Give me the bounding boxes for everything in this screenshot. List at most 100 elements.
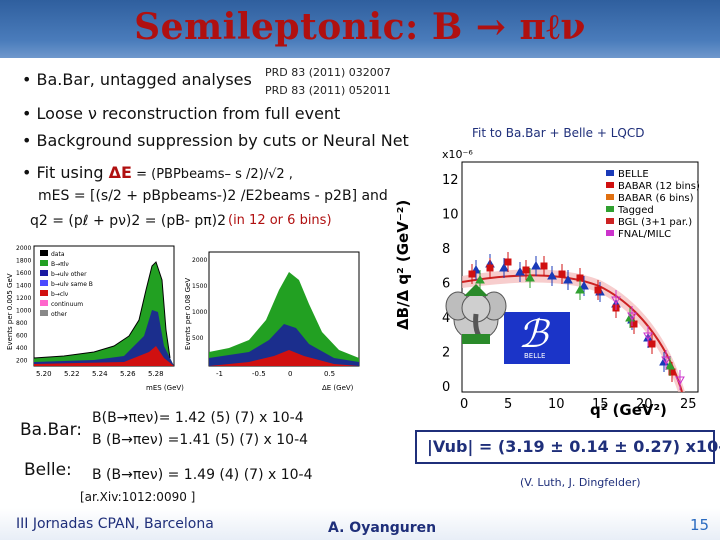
hist1-blue-fill: [34, 310, 174, 366]
dbdq2-point: [475, 274, 485, 284]
babar-label: Ba.Bar:: [20, 420, 82, 440]
dbdq2-legend-label: BELLE: [618, 169, 649, 180]
dbdq2-ytick: 4: [442, 311, 450, 326]
hist2-xlabel: ΔE (GeV): [322, 384, 354, 392]
hist1-ytick: 600: [16, 333, 28, 340]
hist1-xtick: 5.22: [64, 370, 80, 378]
dbdq2-legend-label: BGL (3+1 par.): [618, 217, 692, 228]
hist1-legend-swatch: [40, 260, 48, 266]
reference-1: PRD 83 (2011) 032007: [265, 66, 391, 79]
belle-logo-mark: ℬ: [518, 312, 548, 356]
dbdq2-ytick: 6: [442, 277, 450, 292]
hist1-legend-swatch: [40, 290, 48, 296]
dbdq2-xtick: 25: [680, 397, 697, 412]
dbdq2-legend-label: BABAR (12 bins): [618, 181, 700, 192]
dbdq2-point: [675, 376, 685, 386]
dbdq2-plot: ΔB/Δ q² (GeV⁻²) x10⁻⁶ 12 10 8 6 4 2 0 0 5 10 15 20…: [380, 140, 715, 420]
hist1-legend-swatch: [40, 250, 48, 256]
dbdq2-ytick: 8: [442, 242, 450, 257]
hist1-xtick: 5.28: [148, 370, 164, 378]
babar-result-1: B(B→πeν)= 1.42 (5) (7) x 10-4: [92, 410, 304, 426]
dbdq2-point: [558, 270, 566, 278]
hist1-ytick: 200: [16, 358, 28, 365]
hist2-ytick: 1000: [192, 309, 207, 316]
authors: (V. Luth, J. Dingfelder): [520, 476, 641, 489]
dbdq2-point: [540, 262, 548, 270]
bins-note: (in 12 or 6 bins): [228, 213, 332, 228]
hist2-red-fill: [209, 350, 359, 366]
hist1-legend-label: other: [51, 311, 68, 318]
hist2-xtick: 0.5: [324, 370, 335, 378]
hist1-legend-label: continuum: [51, 301, 83, 308]
dbdq2-xtick: 15: [592, 397, 609, 412]
hist2-xtick: -1: [216, 370, 223, 378]
bullet-neutrino-reco: • Loose ν reconstruction from full event: [22, 104, 341, 123]
dbdq2-legend-marker: [606, 182, 614, 188]
dbdq2-point: [499, 262, 509, 272]
dbdq2-legend-label: BABAR (6 bins): [618, 193, 694, 204]
dbdq2-point: [468, 270, 476, 278]
dbdq2-legend-label: FNAL/MILC: [618, 229, 671, 240]
mes-formula: mES = [(s/2 + pBpbeams-)2 /E2beams - p2B…: [38, 188, 388, 204]
reference-2: PRD 83 (2011) 052011: [265, 84, 391, 97]
hist1-ytick: 1600: [16, 270, 31, 277]
dbdq2-xticks: 0 5 10 15 20 25: [460, 397, 697, 412]
hist1-xticks: 5.20 5.22 5.24 5.26 5.28: [36, 370, 164, 378]
hist2-xtick: -0.5: [252, 370, 266, 378]
footer-conference: III Jornadas CPAN, Barcelona: [16, 516, 214, 532]
dbdq2-point: [643, 332, 653, 342]
dbdq2-legend-marker: [606, 170, 614, 176]
dbdq2-point: [547, 270, 557, 280]
dbdq2-ytick: 10: [442, 208, 459, 223]
hist1-xtick: 5.24: [92, 370, 108, 378]
dbdq2-point: [531, 260, 541, 270]
dbdq2-xtick: 5: [504, 397, 512, 412]
dbdq2-point: [648, 340, 656, 348]
dbdq2-ylabel: ΔB/Δ q² (GeV⁻²): [394, 200, 412, 330]
hist1-legend: data B→πlν b→ulν other b→ulν same B b→clν con…: [40, 250, 93, 318]
dbdq2-legend-marker: [606, 194, 614, 200]
dbdq2-xtick: 10: [548, 397, 565, 412]
hist2-xtick: 0: [288, 370, 292, 378]
dbdq2-point: [486, 264, 494, 272]
hist1-ytick: 1400: [16, 283, 31, 290]
page-number: 15: [690, 516, 710, 534]
hist1-legend-label: data: [51, 251, 65, 258]
dbdq2-point: [525, 272, 535, 282]
dbdq2-point: [575, 284, 585, 294]
arxiv-ref: [ar.Xiv:1012:0090 ]: [80, 490, 196, 504]
dbdq2-points: [468, 252, 685, 390]
dbdq2-point: [611, 296, 621, 306]
dbdq2-point: [515, 266, 525, 276]
histogram-panel: Events per 0.005 GeV 2000 1800 1600 1400 120…: [4, 240, 374, 396]
hist1-legend-swatch: [40, 280, 48, 286]
hist1-legend-label: b→ulν same B: [51, 281, 93, 288]
hist2-yticks: 2000 1500 1000 500: [192, 257, 207, 342]
hist1-legend-swatch: [40, 310, 48, 316]
belle-label: Belle:: [24, 460, 72, 480]
hist2-ylabel: Events per 0.08 GeV: [184, 278, 192, 350]
fit-prefix: • Fit using: [22, 163, 109, 182]
dbdq2-point: [594, 286, 602, 294]
dbdq2-exponent: x10⁻⁶: [442, 148, 473, 161]
bullet-babar-untagged: • Ba.Bar, untagged analyses: [22, 70, 252, 89]
hist1-yticks: 2000 1800 1600 1400 1200 1000 800 600 400 200: [16, 245, 31, 365]
hist1-ytick: 400: [16, 345, 28, 352]
dbdq2-xtick: 20: [636, 397, 653, 412]
dbdq2-point: [661, 356, 671, 366]
babar-result-2: B (B→πeν) =1.41 (5) (7) x 10-4: [92, 432, 309, 448]
slide-title: Semileptonic: B → πℓν: [134, 6, 586, 48]
hist1-ytick: 2000: [16, 245, 31, 252]
dbdq2-xlabel: q² (GeV²): [590, 401, 667, 419]
dbdq2-point: [579, 280, 589, 290]
hist1-green-fill: [34, 262, 174, 366]
hist1-ylabel: Events per 0.005 GeV: [6, 273, 14, 350]
babar-elephant-icon: [440, 280, 510, 350]
hist2-ytick: 2000: [192, 257, 207, 264]
hist1-ytick: 1200: [16, 295, 31, 302]
hist1-xtick: 5.26: [120, 370, 136, 378]
bullet-background: • Background suppression by cuts or Neur…: [22, 131, 409, 150]
hist1-legend-label: b→clν: [51, 291, 69, 298]
